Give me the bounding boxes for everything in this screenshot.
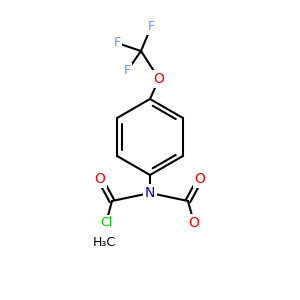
Text: O: O <box>189 216 200 230</box>
Text: O: O <box>94 172 105 186</box>
Text: O: O <box>195 172 206 186</box>
Text: Cl: Cl <box>100 217 112 230</box>
Text: F: F <box>113 37 121 50</box>
Text: O: O <box>154 72 164 86</box>
Text: F: F <box>123 64 130 77</box>
Text: H₃C: H₃C <box>92 236 116 250</box>
Text: F: F <box>147 20 155 34</box>
Text: N: N <box>145 186 155 200</box>
